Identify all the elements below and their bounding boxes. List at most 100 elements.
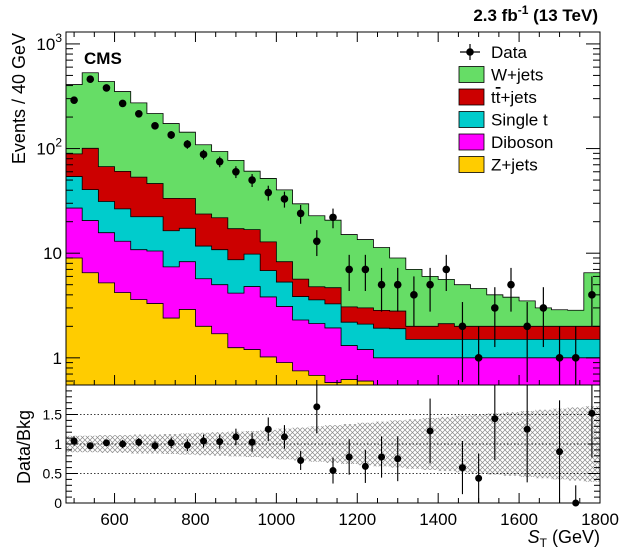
main-y-axis-title: Events / 40 GeV: [9, 33, 29, 164]
ratio-point: [183, 441, 191, 449]
legend-label-single-t: Single t: [491, 111, 548, 130]
main-y-tick-base: 10: [36, 140, 55, 159]
ratio-panel: 600 800 1000 1200 1400 1600 1800 0 0.5 1 1.5 Data/…: [14, 384, 619, 547]
legend-label-w-jets: W+jets: [491, 66, 543, 85]
ratio-point: [102, 439, 110, 447]
ratio-point: [556, 448, 564, 456]
x-tick-label: 800: [181, 510, 209, 529]
data-point: [345, 265, 353, 274]
data-point: [393, 280, 402, 289]
data-point: [232, 167, 240, 176]
x-tick-label: 1400: [419, 510, 457, 529]
data-point: [377, 280, 386, 289]
ratio-point: [426, 427, 434, 435]
ratio-point: [491, 415, 499, 423]
data-point: [248, 176, 256, 184]
stacked-histogram: [65, 72, 601, 386]
main-y-tick-exponent: 3: [55, 31, 62, 45]
ratio-point: [264, 425, 272, 433]
main-y-tick-label: 103: [36, 31, 62, 54]
main-y-tick-base: 1: [53, 349, 62, 368]
legend-tbar: t: [496, 88, 501, 107]
main-y-tick-base: 10: [36, 35, 55, 54]
x-tick-label: 1800: [581, 510, 619, 529]
x-axis-subscript: T: [540, 536, 548, 547]
data-point: [555, 354, 564, 362]
data-point: [151, 122, 159, 130]
data-points: [70, 75, 596, 385]
ratio-point: [297, 457, 305, 465]
ratio-point: [200, 437, 208, 445]
legend-swatch-single-t: [458, 111, 485, 128]
legend-swatch-tt-jets: [458, 88, 485, 106]
ratio-point: [151, 442, 159, 450]
ratio-point: [475, 474, 483, 482]
x-tick-label: 1200: [338, 510, 376, 529]
data-point: [70, 96, 78, 104]
ratio-y-tick-label: 0.5: [43, 466, 63, 482]
legend-swatch-w-jets: [458, 66, 485, 83]
ratio-axes: 600 800 1000 1200 1400 1600 1800 0 0.5 1 1.5: [43, 390, 619, 529]
legend-label-data: Data: [491, 43, 527, 62]
main-y-tick-label: 102: [36, 136, 62, 159]
data-point: [313, 237, 321, 246]
ratio-y-tick-label: 0: [54, 495, 62, 511]
ratio-y-axis-title: Data/Bkg: [14, 410, 34, 484]
x-axis-unit: (GeV): [547, 527, 600, 547]
ratio-point: [119, 440, 127, 448]
ratio-point: [216, 438, 224, 446]
data-point: [296, 209, 305, 218]
ratio-y-tick-label: 1.5: [43, 407, 63, 423]
data-point: [329, 213, 337, 222]
ratio-point: [86, 442, 94, 450]
legend-swatch-diboson: [458, 133, 485, 151]
data-point: [474, 354, 483, 362]
x-axis-title: ST (GeV): [528, 527, 600, 547]
data-point: [361, 265, 370, 274]
ratio-point: [458, 464, 466, 472]
experiment-label: CMS: [84, 49, 122, 68]
data-point: [199, 150, 208, 159]
data-point: [458, 322, 467, 331]
legend-ttbar: t: [491, 88, 496, 107]
legend-marker-data: [466, 48, 474, 56]
data-point: [86, 75, 95, 84]
legend-swatch-z-jets: [458, 156, 485, 173]
luminosity-exponent: -1: [518, 3, 529, 17]
data-point: [167, 131, 175, 139]
luminosity-label: 2.3 fb-1 (13 TeV): [473, 3, 598, 25]
ratio-point: [345, 453, 353, 461]
ratio-point: [248, 438, 256, 446]
ratio-point: [361, 462, 369, 470]
legend: Data W+jets tt+jets Single t Diboson Z+jets: [458, 43, 553, 175]
data-point: [118, 99, 127, 108]
data-point: [135, 109, 143, 118]
data-point: [426, 280, 434, 289]
legend-label-diboson: Diboson: [491, 133, 553, 152]
data-point: [264, 188, 273, 197]
ratio-point: [378, 453, 386, 461]
legend-ttbar-rest: +jets: [500, 88, 536, 107]
data-point: [183, 140, 192, 149]
data-point: [588, 291, 596, 299]
x-tick-label: 600: [100, 510, 128, 529]
main-y-tick-base: 10: [43, 244, 62, 263]
ratio-point: [135, 438, 143, 446]
x-tick-label: 1000: [257, 510, 295, 529]
luminosity-value: 2.3 fb: [473, 6, 517, 25]
ratio-point: [523, 425, 531, 433]
data-point: [410, 291, 418, 299]
ratio-point: [232, 433, 240, 441]
ratio-y-tick-label: 1: [54, 436, 62, 452]
data-point: [215, 157, 224, 166]
energy-label: (13 TeV): [528, 6, 598, 25]
ratio-point: [329, 467, 337, 475]
data-point: [491, 304, 499, 312]
data-point: [102, 84, 111, 92]
ratio-points: [70, 385, 596, 507]
legend-label-z-jets: Z+jets: [491, 156, 538, 175]
ratio-point: [280, 433, 288, 441]
main-y-tick-exponent: 2: [55, 136, 62, 150]
